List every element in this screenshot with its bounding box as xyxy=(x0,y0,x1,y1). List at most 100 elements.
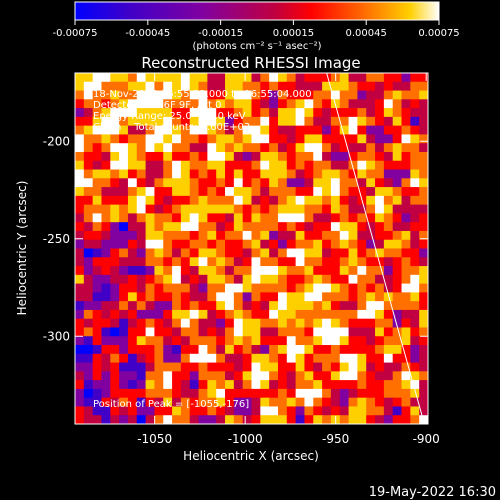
heatmap-cell xyxy=(207,160,217,171)
heatmap-cell xyxy=(366,239,376,250)
heatmap-cell xyxy=(401,362,411,372)
heatmap-cell xyxy=(260,345,270,355)
heatmap-cell xyxy=(348,99,358,109)
heatmap-cell xyxy=(375,309,385,320)
heatmap-cell xyxy=(383,327,394,337)
heatmap-cell xyxy=(207,353,217,364)
heatmap-cell xyxy=(304,143,314,153)
heatmap-cell xyxy=(339,397,350,408)
heatmap-cell xyxy=(216,327,226,337)
heatmap-cell xyxy=(286,283,297,293)
heatmap-cell xyxy=(92,81,103,92)
heatmap-cell xyxy=(357,415,367,424)
heatmap-cell xyxy=(313,73,323,83)
heatmap-cell xyxy=(392,160,403,171)
heatmap-cell xyxy=(163,380,173,390)
heatmap-cell xyxy=(101,266,111,276)
heatmap-cell xyxy=(119,406,129,416)
heatmap-cell xyxy=(286,309,297,320)
heatmap-cell xyxy=(83,292,94,302)
heatmap-cell xyxy=(401,178,411,188)
heatmap-cell xyxy=(180,81,191,92)
heatmap-cell xyxy=(83,327,94,337)
heatmap-cell xyxy=(92,134,103,144)
heatmap-cell xyxy=(154,362,164,372)
heatmap-cell xyxy=(101,125,111,136)
heatmap-cell xyxy=(207,195,217,206)
heatmap-cell xyxy=(375,239,385,250)
heatmap-cell xyxy=(198,301,208,311)
heatmap-cell xyxy=(127,336,138,346)
heatmap-cell xyxy=(242,160,253,171)
heatmap-cell xyxy=(260,415,270,424)
heatmap-cell xyxy=(242,257,253,267)
heatmap-cell xyxy=(366,301,376,311)
heatmap-cell xyxy=(198,125,208,136)
heatmap-cell xyxy=(92,116,103,127)
heatmap-cell xyxy=(339,143,350,153)
heatmap-cell xyxy=(75,266,85,276)
heatmap-cell xyxy=(348,318,358,329)
heatmap-cell xyxy=(410,257,420,267)
heatmap-cell xyxy=(163,362,173,372)
heatmap-cell xyxy=(304,116,314,127)
heatmap-cell xyxy=(180,327,191,337)
heatmap-cell xyxy=(216,371,226,381)
heatmap-cell xyxy=(383,415,394,424)
heatmap-cell xyxy=(277,283,288,293)
heatmap-cell xyxy=(392,204,403,214)
heatmap-cell xyxy=(269,73,279,83)
heatmap-cell xyxy=(330,90,341,100)
heatmap-cell xyxy=(198,213,208,223)
heatmap-cell xyxy=(242,116,253,127)
heatmap-cell xyxy=(339,90,350,100)
heatmap-cell xyxy=(269,178,279,188)
heatmap-cell xyxy=(348,371,358,381)
heatmap-cell xyxy=(225,371,235,381)
heatmap-cell xyxy=(180,230,191,241)
heatmap-cell xyxy=(145,336,156,346)
heatmap-cell xyxy=(163,81,173,92)
heatmap-cell xyxy=(242,274,253,285)
heatmap-cell xyxy=(366,380,376,390)
heatmap-cell xyxy=(242,143,253,153)
heatmap-cell xyxy=(198,362,208,372)
heatmap-cell xyxy=(260,99,270,109)
heatmap-cell xyxy=(348,169,358,179)
heatmap-cell xyxy=(277,160,288,171)
heatmap-cell xyxy=(119,248,129,258)
heatmap-cell xyxy=(392,99,403,109)
heatmap-cell xyxy=(145,90,156,100)
heatmap-cell xyxy=(392,318,403,329)
heatmap-cell xyxy=(216,397,226,408)
heatmap-cell xyxy=(119,292,129,302)
heatmap-cell xyxy=(277,99,288,109)
heatmap-cell xyxy=(304,397,314,408)
heatmap-cell xyxy=(322,406,332,416)
heatmap-cell xyxy=(330,274,341,285)
heatmap-cell xyxy=(189,266,200,276)
heatmap-cell xyxy=(189,99,200,109)
heatmap-cell xyxy=(189,388,200,399)
heatmap-cell xyxy=(92,204,103,214)
heatmap-cell xyxy=(172,213,182,223)
heatmap-cell xyxy=(101,283,111,293)
heatmap-cell xyxy=(251,345,261,355)
heatmap-cell xyxy=(410,151,420,162)
plot-frame xyxy=(74,72,429,425)
heatmap-cell xyxy=(110,266,120,276)
heatmap-cell xyxy=(233,327,244,337)
heatmap-cell xyxy=(322,248,332,258)
heatmap-cell xyxy=(330,283,341,293)
heatmap-cell xyxy=(313,336,323,346)
heatmap-cell xyxy=(277,108,288,118)
heatmap-cell xyxy=(251,125,261,136)
heatmap-cell xyxy=(260,195,270,206)
heatmap-cell xyxy=(322,327,332,337)
heatmap-cell xyxy=(357,292,367,302)
heatmap-cell xyxy=(136,81,147,92)
heatmap-cell xyxy=(180,292,191,302)
heatmap-cell xyxy=(233,336,244,346)
heatmap-cell xyxy=(207,397,217,408)
heatmap-cell xyxy=(339,81,350,92)
